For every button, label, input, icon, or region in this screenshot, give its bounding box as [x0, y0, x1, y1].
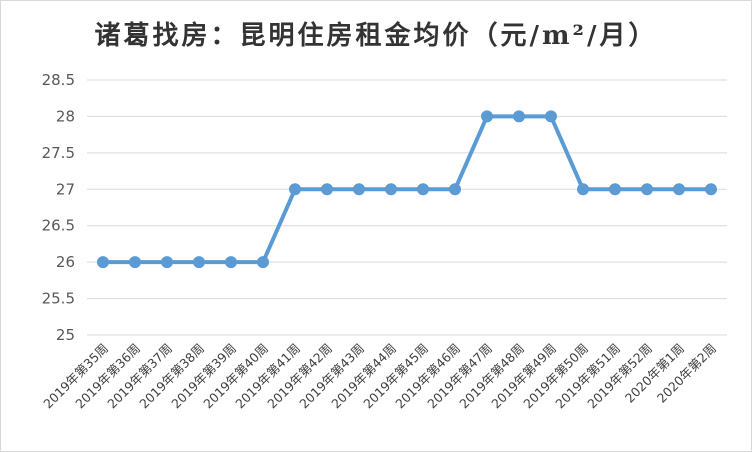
data-point — [225, 256, 237, 269]
y-tick-label: 26 — [56, 253, 75, 271]
y-tick-label: 25.5 — [42, 290, 75, 308]
data-point — [321, 183, 333, 196]
data-point — [417, 183, 429, 196]
y-tick-label: 27 — [56, 180, 75, 198]
chart-title: 诸葛找房：昆明住房租金均价（元/m²/月） — [94, 21, 658, 51]
data-point — [161, 256, 173, 269]
data-point — [449, 183, 461, 196]
data-point — [641, 183, 653, 196]
data-point — [545, 110, 557, 123]
data-point — [705, 183, 717, 196]
y-tick-label: 26.5 — [42, 217, 75, 235]
data-point — [481, 110, 493, 123]
data-point — [289, 183, 301, 196]
data-point — [97, 256, 109, 269]
y-tick-label: 25 — [56, 326, 75, 344]
y-tick-label: 28.5 — [42, 71, 75, 89]
data-point — [513, 110, 525, 123]
data-point — [129, 256, 141, 269]
data-point — [577, 183, 589, 196]
data-point — [385, 183, 397, 196]
data-point — [193, 256, 205, 269]
data-point — [609, 183, 621, 196]
data-point — [353, 183, 365, 196]
y-tick-label: 28 — [56, 107, 75, 125]
data-point — [673, 183, 685, 196]
data-point — [257, 256, 269, 269]
y-tick-label: 27.5 — [42, 144, 75, 162]
